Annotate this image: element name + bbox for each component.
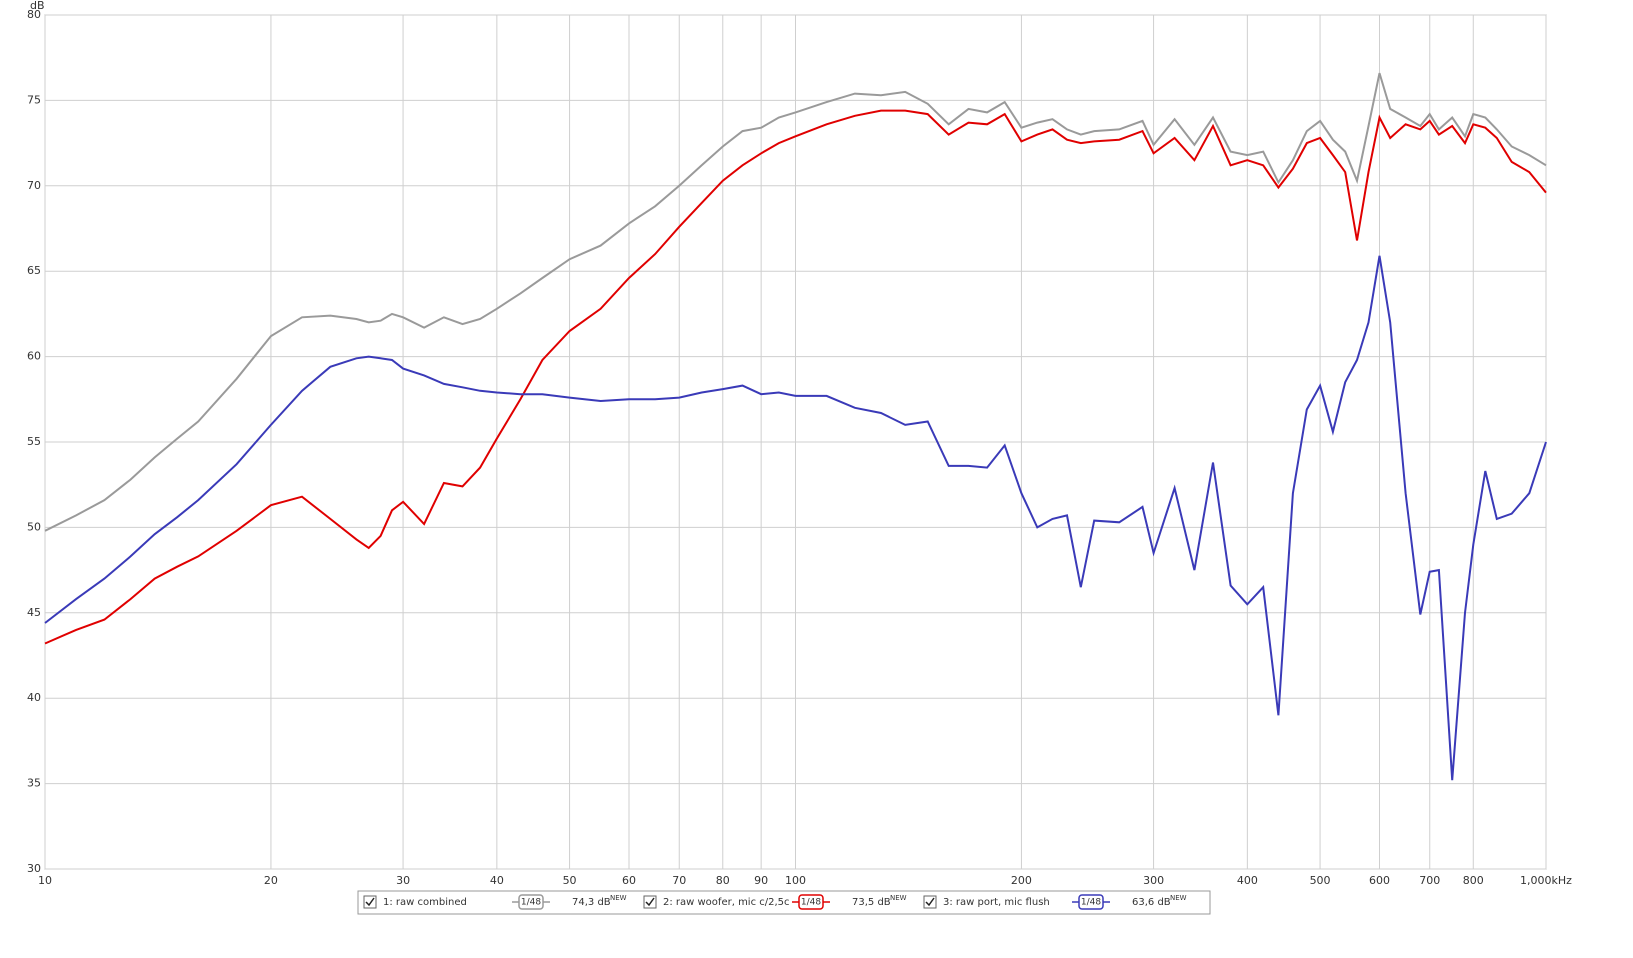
x-tick-label: 80 (716, 874, 730, 887)
x-tick-label: 700 (1419, 874, 1440, 887)
x-tick-label: 300 (1143, 874, 1164, 887)
smoothing-label: 1/48 (801, 898, 821, 908)
x-tick-label: 70 (672, 874, 686, 887)
legend-checkbox[interactable] (923, 895, 937, 909)
y-tick-label: 30 (27, 862, 41, 875)
legend-label: 1: raw combined (383, 897, 467, 908)
smoothing-box (518, 894, 544, 910)
legend-level: 63,6 dB (1132, 897, 1171, 908)
legend-label: 2: raw woofer, mic c/2,5c (663, 897, 790, 908)
legend-level-tag: NEW (610, 894, 627, 902)
checkmark (365, 897, 375, 907)
series-line (44, 255, 1547, 781)
y-tick-label: 60 (27, 350, 41, 363)
x-tick-label: 1,000kHz (1520, 874, 1572, 887)
x-tick-label: 800 (1463, 874, 1484, 887)
x-tick-label: 90 (754, 874, 768, 887)
x-tick-label: 10 (38, 874, 52, 887)
legend-item: 2: raw woofer, mic c/2,5c 1/48 73,5 dB NEW (643, 894, 907, 910)
y-tick-label: 70 (27, 179, 41, 192)
checkmark (925, 897, 935, 907)
smoothing-box (798, 894, 824, 910)
x-tick-label: 30 (396, 874, 410, 887)
x-tick-label: 40 (490, 874, 504, 887)
legend-checkbox[interactable] (363, 895, 377, 909)
legend-level-tag: NEW (890, 894, 907, 902)
legend-checkbox[interactable] (643, 895, 657, 909)
x-tick-label: 50 (563, 874, 577, 887)
series-line (44, 72, 1547, 532)
smoothing-label: 1/48 (521, 898, 541, 908)
smoothing-label: 1/48 (1081, 898, 1101, 908)
y-tick-label: 45 (27, 606, 41, 619)
x-tick-label: 100 (785, 874, 806, 887)
x-tick-label: 20 (264, 874, 278, 887)
legend-level-tag: NEW (1170, 894, 1187, 902)
y-tick-label: 35 (27, 777, 41, 790)
y-tick-label: 65 (27, 264, 41, 277)
y-tick-label: 50 (27, 520, 41, 533)
x-tick-label: 400 (1237, 874, 1258, 887)
legend-label: 3: raw port, mic flush (943, 897, 1050, 908)
y-tick-label: 75 (27, 93, 41, 106)
x-tick-label: 600 (1369, 874, 1390, 887)
x-tick-label: 200 (1011, 874, 1032, 887)
legend (357, 890, 1211, 915)
legend-item: 3: raw port, mic flush 1/48 63,6 dB NEW (923, 894, 1187, 910)
y-tick-label: 40 (27, 691, 41, 704)
legend-level: 74,3 dB (572, 897, 611, 908)
y-tick-label: 80 (27, 8, 41, 21)
legend-item: 1: raw combined 1/48 74,3 dB NEW (363, 894, 627, 910)
smoothing-box (1078, 894, 1104, 910)
y-axis-label: dB (30, 0, 45, 12)
x-tick-label: 500 (1310, 874, 1331, 887)
x-tick-label: 60 (622, 874, 636, 887)
y-tick-label: 55 (27, 435, 41, 448)
legend-level: 73,5 dB (852, 897, 891, 908)
series-line (44, 109, 1547, 645)
checkmark (645, 897, 655, 907)
